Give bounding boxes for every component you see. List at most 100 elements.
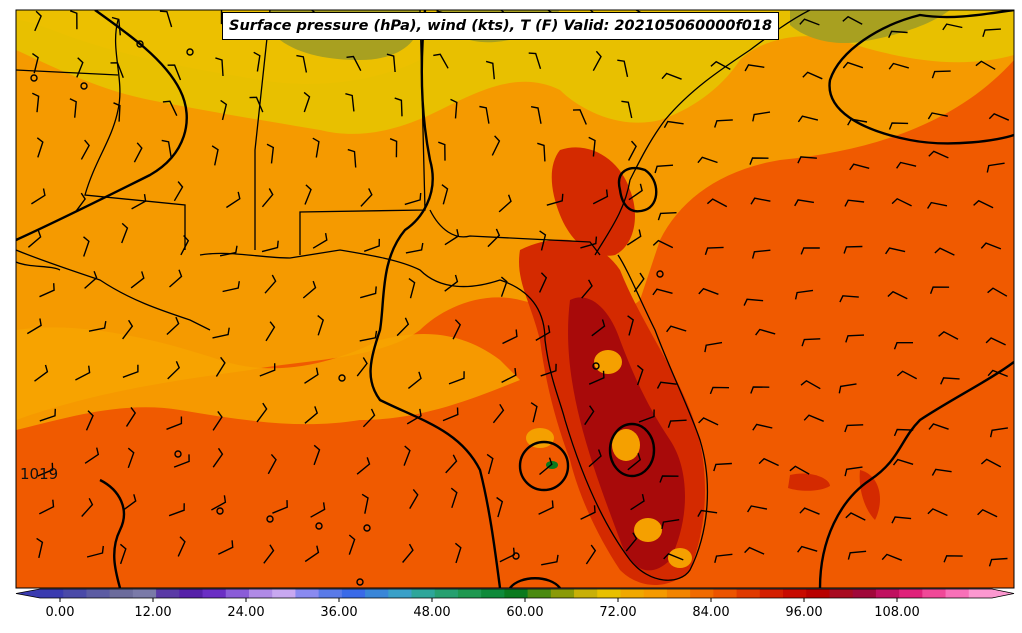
wind-barb xyxy=(81,497,94,517)
wind-barb xyxy=(989,427,1009,438)
wind-barb xyxy=(638,409,655,423)
wind-barb xyxy=(588,136,596,157)
wind-barb xyxy=(654,164,674,174)
wind-barb xyxy=(122,494,137,511)
wind-barb xyxy=(652,239,674,249)
wind-barb xyxy=(844,466,863,477)
wind-barb xyxy=(888,30,908,38)
wind-barb xyxy=(750,386,770,394)
wind-barb xyxy=(133,142,143,163)
wind-barb xyxy=(312,137,320,158)
wind-barb xyxy=(36,537,44,559)
wind-barb xyxy=(636,364,644,386)
wind-barb xyxy=(110,62,124,78)
wind-barb xyxy=(588,449,602,468)
wind-barb xyxy=(69,98,77,118)
wind-barb xyxy=(704,246,724,256)
colorbar-tick-label: 24.00 xyxy=(227,605,265,620)
wind-barb xyxy=(704,341,723,353)
wind-barb xyxy=(621,100,633,119)
wind-barb xyxy=(789,465,810,475)
wind-barb xyxy=(891,516,912,524)
isobar-label: 1019 xyxy=(20,465,59,483)
wind-barb xyxy=(173,181,184,202)
wind-barb xyxy=(261,240,279,253)
wind-barb xyxy=(749,157,769,165)
colorbar-segment xyxy=(411,589,436,598)
wind-barb xyxy=(881,553,903,561)
wind-barb xyxy=(888,122,909,130)
colorbar-tick-label: 12.00 xyxy=(134,605,172,620)
colorbar-tick-label: 108.00 xyxy=(874,605,920,620)
wind-barb xyxy=(940,377,960,385)
wind-barb xyxy=(261,188,274,208)
colorbar-segment xyxy=(86,589,111,598)
wind-barb xyxy=(530,402,538,423)
warm-spot-1 xyxy=(594,350,622,374)
wind-barb xyxy=(750,197,771,205)
wind-barb xyxy=(356,457,371,475)
colorbar-segment xyxy=(643,589,668,598)
wind-barb xyxy=(794,199,815,207)
colorbar-segment xyxy=(852,589,877,598)
wind-barb xyxy=(847,118,868,126)
wind-barb xyxy=(539,230,547,251)
wind-barb xyxy=(842,61,864,69)
colorbar xyxy=(15,588,1015,602)
wind-barb xyxy=(842,15,863,25)
colorbar-segment xyxy=(759,589,784,598)
wind-barb xyxy=(539,457,553,476)
colorbar-segment xyxy=(40,589,64,598)
wind-barb xyxy=(131,193,147,210)
colorbar-segment xyxy=(783,589,807,598)
wind-barb xyxy=(304,406,319,424)
wind-barb xyxy=(408,278,416,299)
wind-barb xyxy=(540,363,557,377)
map-title: Surface pressure (hPa), wind (kts), T (F… xyxy=(222,12,780,40)
wind-barb xyxy=(313,444,321,466)
wind-barb xyxy=(433,53,449,69)
wind-barb xyxy=(744,64,765,72)
wind-barb xyxy=(404,192,422,206)
wind-barb xyxy=(346,55,362,72)
wind-barb xyxy=(121,222,129,244)
wind-barb xyxy=(122,364,139,378)
wind-barb xyxy=(538,500,554,515)
wind-barb xyxy=(212,447,224,468)
wind-barb xyxy=(264,274,277,294)
wind-barb xyxy=(409,488,419,509)
colorbar-segment xyxy=(666,589,691,598)
wind-barb xyxy=(985,337,1006,346)
wind-barbs xyxy=(26,10,1010,567)
wind-barb xyxy=(801,338,821,347)
wind-barb xyxy=(893,342,913,350)
wind-barb xyxy=(975,60,996,70)
wind-barb xyxy=(538,272,548,293)
wind-barb xyxy=(797,156,817,164)
wind-barb xyxy=(845,512,866,521)
wind-barb xyxy=(345,93,355,112)
wind-barb xyxy=(659,475,679,483)
wind-barb xyxy=(226,191,241,209)
wind-barb xyxy=(266,143,275,164)
wind-barb xyxy=(652,288,673,296)
wind-barb xyxy=(625,532,638,552)
wind-barb xyxy=(928,423,949,430)
colorbar-segment xyxy=(132,589,157,598)
wind-barb xyxy=(656,381,677,389)
colorbar-segment xyxy=(945,589,970,598)
wind-barb xyxy=(74,192,86,213)
wind-barb xyxy=(697,509,718,517)
wind-barb xyxy=(161,139,172,158)
wind-barb xyxy=(356,357,368,377)
colorbar-segment xyxy=(295,589,320,598)
wind-barb xyxy=(588,370,605,385)
wind-barb xyxy=(84,447,100,464)
colorbar-tick-label: 60.00 xyxy=(506,605,544,620)
wind-barb xyxy=(667,419,687,428)
colorbar-segment xyxy=(434,589,459,598)
wind-barb xyxy=(758,457,779,467)
wind-barb xyxy=(977,508,998,518)
colorbar-left-arrow xyxy=(16,589,40,598)
wind-barb xyxy=(584,405,595,426)
